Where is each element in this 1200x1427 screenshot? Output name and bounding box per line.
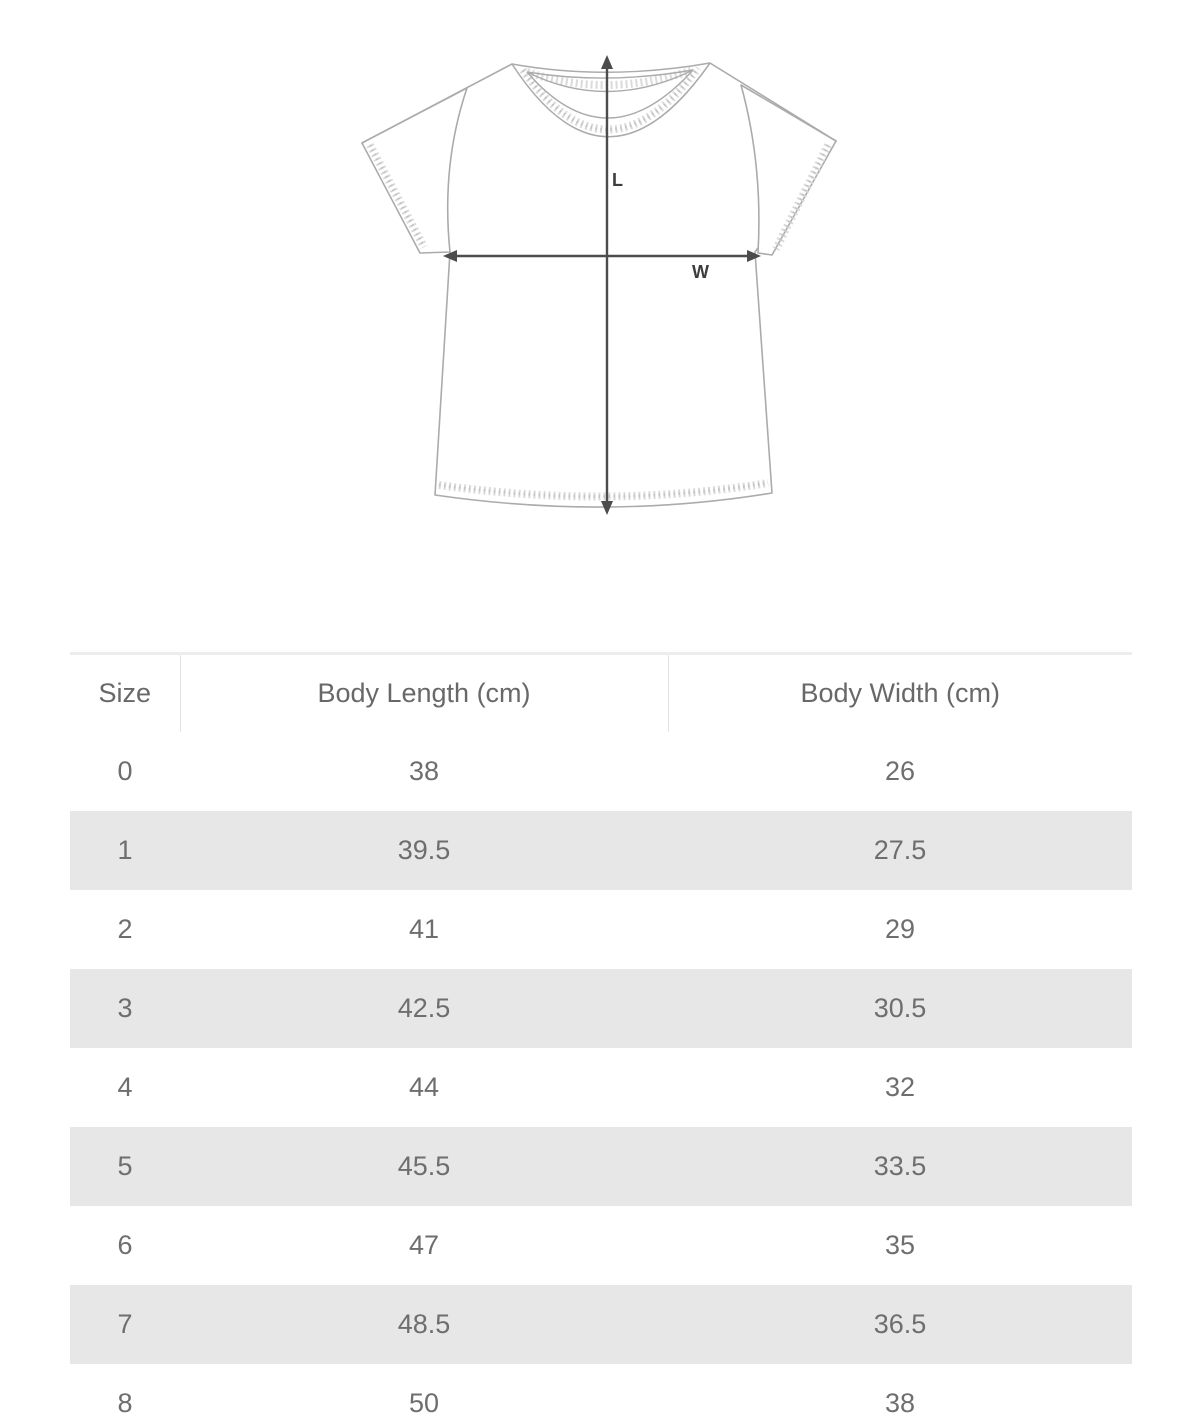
- size-value: 7: [117, 1309, 133, 1339]
- size-value: 8: [117, 1388, 133, 1418]
- collar-inner-seam: [526, 69, 694, 119]
- body-length-value: 42.5: [397, 993, 451, 1023]
- tshirt-body: [361, 62, 837, 508]
- right-sleeve: [740, 84, 837, 256]
- table-row: 7 48.5 36.5: [70, 1285, 1132, 1364]
- body-length-value: 41: [408, 914, 440, 944]
- collar-front-ribbing-detail: [521, 67, 700, 131]
- body-width-value: 36.5: [873, 1309, 927, 1339]
- body-width-value: 26: [884, 756, 916, 786]
- left-cuff-stitching-detail: [368, 144, 426, 248]
- body-length-value: 48.5: [397, 1309, 451, 1339]
- size-value: 2: [117, 914, 133, 944]
- size-value: 3: [117, 993, 133, 1023]
- right-cuff-stitching: [772, 143, 832, 251]
- body-width-value: 35: [884, 1230, 916, 1260]
- tshirt-outline: [361, 62, 837, 508]
- body-length-value: 39.5: [397, 835, 451, 865]
- width-label: W: [692, 262, 709, 282]
- table-row: 4 44 32: [70, 1048, 1132, 1127]
- body-length-value: 50: [408, 1388, 440, 1418]
- length-arrow: L: [601, 55, 623, 515]
- table-row: 5 45.5 33.5: [70, 1127, 1132, 1206]
- body-width-value: 38: [884, 1388, 916, 1418]
- size-value: 4: [117, 1072, 133, 1102]
- body-width-value: 33.5: [873, 1151, 927, 1181]
- hem-stitching: [438, 479, 769, 501]
- size-table: Size Body Length (cm) Body Width (cm) 0 …: [70, 652, 1132, 1427]
- collar-neckline-seam: [526, 69, 694, 79]
- width-arrow: W: [443, 250, 761, 282]
- table-header-row: Size Body Length (cm) Body Width (cm): [70, 652, 1132, 732]
- size-value: 5: [117, 1151, 133, 1181]
- length-label: L: [612, 170, 623, 190]
- body-width-value: 30.5: [873, 993, 927, 1023]
- collar-top-edge: [511, 62, 711, 73]
- column-header-body-length: Body Length (cm): [179, 652, 668, 732]
- collar-band-bottom: [526, 69, 694, 93]
- table-row: 0 38 26: [70, 732, 1132, 811]
- left-sleeve: [361, 87, 468, 254]
- column-header-body-width: Body Width (cm): [667, 652, 1132, 732]
- size-value: 0: [117, 756, 133, 786]
- table-row: 8 50 38: [70, 1364, 1132, 1427]
- body-width-value: 32: [884, 1072, 916, 1102]
- table-row: 1 39.5 27.5: [70, 811, 1132, 890]
- table-row: 6 47 35: [70, 1206, 1132, 1285]
- body-length-value: 47: [408, 1230, 440, 1260]
- size-value: 6: [117, 1230, 133, 1260]
- tshirt-illustration: L W: [361, 55, 837, 515]
- table-row: 2 41 29: [70, 890, 1132, 969]
- body-length-value: 38: [408, 756, 440, 786]
- tshirt-diagram: L W: [355, 45, 845, 525]
- size-value: 1: [117, 835, 133, 865]
- table-row: 3 42.5 30.5: [70, 969, 1132, 1048]
- column-header-size: Size: [70, 652, 180, 732]
- body-width-value: 29: [884, 914, 916, 944]
- body-length-value: 45.5: [397, 1151, 451, 1181]
- body-length-value: 44: [408, 1072, 440, 1102]
- body-width-value: 27.5: [873, 835, 927, 865]
